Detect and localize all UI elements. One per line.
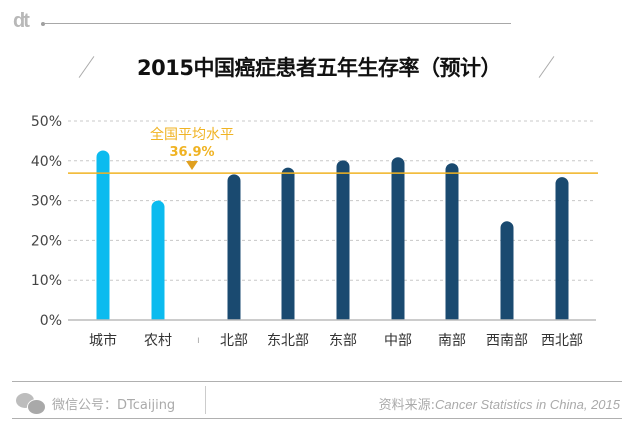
wechat-account: 微信公号：DTcaijing xyxy=(16,393,176,415)
bar-西南部 xyxy=(500,221,514,320)
x-tick-label: 东部 xyxy=(329,333,357,349)
x-tick-label: 南部 xyxy=(438,333,466,349)
x-tick-label: 中部 xyxy=(384,333,412,349)
source-note: 资料来源:Cancer Statistics in China, 2015 xyxy=(379,394,620,413)
x-tick-label: 农村 xyxy=(144,333,172,349)
national-average-label: 全国平均水平 xyxy=(150,126,234,143)
header-rule xyxy=(45,23,511,24)
bar-base xyxy=(281,307,295,320)
bar-东北部 xyxy=(281,167,295,320)
dt-logo: dt xyxy=(13,10,30,32)
bar-base xyxy=(336,307,350,320)
logo-dot xyxy=(41,22,45,26)
bar-base xyxy=(391,307,405,320)
bar-base xyxy=(227,307,241,320)
bar-base xyxy=(500,307,514,320)
footer-rule-top xyxy=(12,381,622,382)
x-tick-label: 北部 xyxy=(220,333,248,349)
x-tick-label: 西北部 xyxy=(541,333,583,349)
wechat-label: 微信公号：DTcaijing xyxy=(52,397,176,413)
x-tick-label: 城市 xyxy=(89,332,117,349)
y-tick-label: 30% xyxy=(31,194,62,210)
bar-base xyxy=(555,307,569,320)
bar-chart: 0%10%20%30%40%50% 城市 农村 北部 东北部 东部 中部 南部 西南部 西北部 … xyxy=(31,114,598,349)
source-title: Cancer Statistics in China, 2015 xyxy=(435,397,620,412)
footer-rule-bottom xyxy=(12,418,622,419)
y-tick-label: 40% xyxy=(31,154,62,170)
source-prefix: 资料来源: xyxy=(378,398,436,413)
bar-农村 xyxy=(151,200,165,320)
bar-北部 xyxy=(227,174,241,320)
bar-城市 xyxy=(96,150,110,320)
wechat-icon xyxy=(16,393,46,415)
chart-title: 2015中国癌症患者五年生存率（预计） xyxy=(137,56,501,80)
bars xyxy=(96,150,569,320)
y-tick-label: 50% xyxy=(31,114,62,130)
y-tick-label: 20% xyxy=(31,233,62,249)
bar-base xyxy=(445,307,459,320)
x-axis-labels: 城市 农村 北部 东北部 东部 中部 南部 西南部 西北部 xyxy=(89,332,583,349)
x-tick-label: 东北部 xyxy=(267,333,309,349)
y-axis-ticks: 0% 10% 20% 30% 40% 50% xyxy=(31,114,62,329)
y-tick-label: 0% xyxy=(40,313,62,329)
bar-中部 xyxy=(391,157,405,320)
group-separator: ı xyxy=(197,335,200,346)
bar-东部 xyxy=(336,160,350,320)
national-average-value: 36.9% xyxy=(169,145,214,160)
footer-separator xyxy=(205,386,206,414)
down-arrow-icon xyxy=(186,161,198,170)
bar-base xyxy=(96,307,110,320)
x-tick-label: 西南部 xyxy=(486,333,528,349)
bar-base xyxy=(151,307,165,320)
gridlines xyxy=(68,120,596,281)
bar-南部 xyxy=(445,163,459,320)
bar-西北部 xyxy=(555,177,569,320)
y-tick-label: 10% xyxy=(31,273,62,289)
